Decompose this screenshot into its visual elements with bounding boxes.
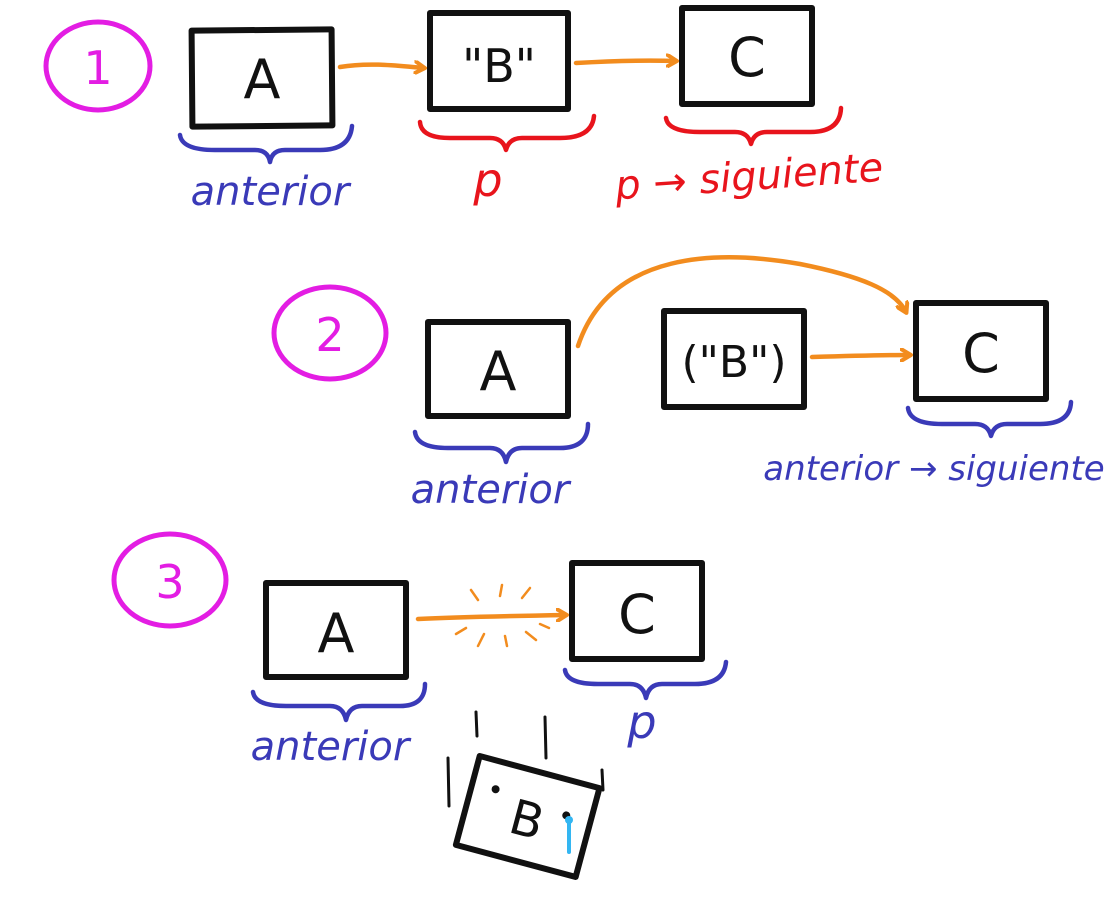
step-3-brace-p: [562, 659, 729, 701]
step-3-spark-marks: [454, 583, 551, 648]
step-3-falling-node-b: B: [452, 753, 603, 880]
step-2-node-b: [661, 308, 807, 410]
step-1-node-a-label: A: [244, 48, 281, 111]
step-1-brace-siguiente: [663, 105, 844, 147]
step-1-label-p: p: [472, 153, 502, 207]
step-2-arrow-b-to-c: [809, 355, 910, 357]
step-3-arrow-a-to-c: [415, 615, 566, 619]
step-1-node-b: [427, 10, 571, 112]
step-1-brace-anterior: [177, 123, 355, 165]
step-2-node-a-label: A: [480, 340, 517, 403]
step-3-number-circle: [111, 531, 229, 629]
step-1-node-b-label: "B": [462, 39, 536, 93]
step-3-brace-anterior: [250, 681, 428, 723]
step-2-label-anterior: anterior: [411, 467, 572, 513]
tear-drop-dot: [565, 816, 573, 824]
step-3-node-c-label: C: [618, 583, 656, 646]
step-3-number: 3: [155, 555, 184, 609]
step-2-number-circle: [271, 284, 389, 382]
step-2-node-c: [913, 300, 1049, 402]
step-1-node-c: [679, 5, 815, 107]
step-2-node-c-label: C: [962, 322, 1000, 385]
step-3-node-a: [263, 580, 409, 680]
step-2: 2 A ("B") C anterior anterior → siguient…: [271, 255, 1105, 513]
step-1-arrow-b-to-c: [573, 61, 676, 63]
step-3-node-a-label: A: [318, 602, 355, 665]
step-1-label-anterior: anterior: [191, 169, 352, 215]
step-1-arrow-a-to-b: [337, 65, 424, 68]
step-1: 1 A "B" C anterior p p → siguiente: [43, 5, 885, 215]
step-1-brace-p: [417, 113, 597, 153]
step-3-node-c: [569, 560, 705, 662]
step-2-brace-anterior: [412, 421, 591, 465]
step-1-node-a: [188, 26, 336, 130]
step-2-arrow-a-to-c: [575, 255, 906, 349]
step-3: 3 A C anterior p: [111, 531, 729, 880]
step-2-label-anterior-siguiente: anterior → siguiente: [763, 449, 1104, 489]
step-3-node-b-eye-left: [491, 785, 500, 794]
step-1-node-c-label: C: [728, 26, 766, 89]
step-2-brace-anterior-siguiente: [905, 399, 1074, 439]
step-2-number: 2: [315, 308, 344, 362]
step-3-label-p: p: [626, 695, 656, 749]
step-2-node-b-label: ("B"): [682, 337, 787, 388]
step-1-number-circle: [43, 19, 153, 113]
step-1-number: 1: [83, 41, 112, 95]
step-2-node-a: [425, 319, 571, 419]
step-3-label-anterior: anterior: [251, 724, 412, 770]
step-3-falling-motion-lines: [446, 710, 605, 808]
step-1-label-p-siguiente: p → siguiente: [613, 145, 885, 210]
step-3-node-b: [452, 753, 603, 880]
